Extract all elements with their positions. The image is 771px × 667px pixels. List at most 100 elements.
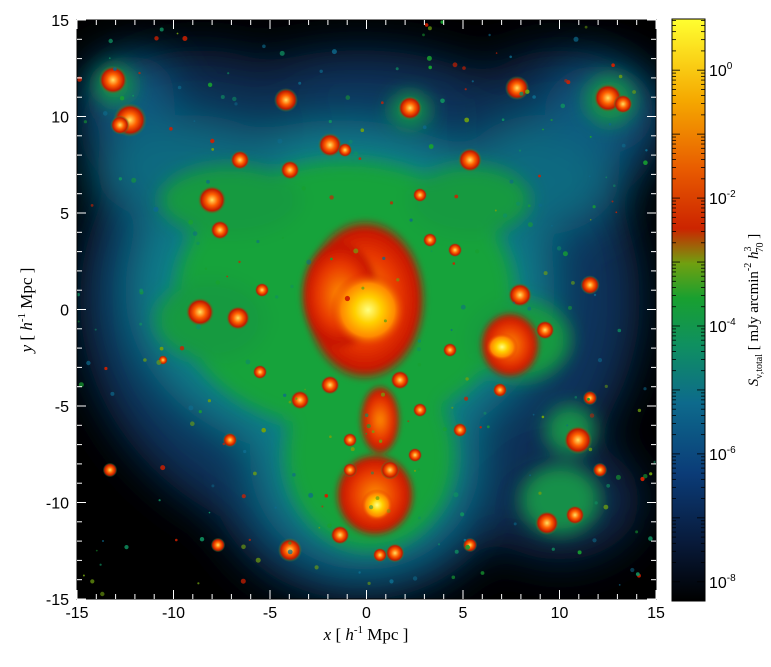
- faint-source: [160, 465, 166, 471]
- faint-source: [383, 319, 387, 323]
- faint-source: [630, 567, 635, 573]
- emission-map: [77, 20, 656, 599]
- compact-source: [230, 150, 250, 170]
- faint-source: [428, 144, 434, 149]
- faint-source: [348, 139, 353, 144]
- y-tick-label: -10: [46, 496, 69, 513]
- faint-source: [371, 430, 375, 433]
- east-cluster-core: [486, 333, 518, 361]
- faint-source: [412, 576, 418, 581]
- faint-source: [613, 184, 616, 187]
- y-tick-label: 10: [51, 110, 69, 127]
- compact-source: [210, 220, 230, 240]
- faint-source: [440, 20, 444, 24]
- faint-source: [417, 363, 422, 367]
- faint-source: [360, 128, 365, 132]
- faint-source: [177, 85, 182, 90]
- faint-source: [593, 293, 597, 297]
- faint-source: [632, 90, 636, 94]
- faint-source: [594, 501, 598, 505]
- faint-source: [588, 175, 591, 178]
- faint-source: [175, 538, 178, 542]
- faint-source: [369, 505, 374, 510]
- faint-source: [95, 549, 98, 552]
- faint-source: [471, 80, 474, 83]
- faint-source: [516, 201, 521, 206]
- faint-source: [525, 89, 530, 94]
- faint-source: [375, 496, 380, 500]
- faint-source: [464, 88, 467, 91]
- x-tick-label: -5: [263, 605, 277, 622]
- faint-source: [653, 460, 656, 464]
- faint-source: [571, 281, 575, 285]
- faint-source: [589, 218, 592, 221]
- faint-source: [328, 119, 332, 124]
- faint-source: [618, 74, 623, 79]
- compact-source: [407, 447, 423, 463]
- compact-source: [372, 547, 388, 563]
- faint-source: [253, 471, 257, 476]
- x-tick-label: -15: [65, 605, 88, 622]
- faint-source: [279, 50, 285, 56]
- faint-source: [417, 339, 421, 343]
- compact-source: [458, 148, 482, 172]
- compact-source: [290, 390, 310, 410]
- faint-source: [440, 98, 445, 104]
- faint-source: [519, 91, 524, 96]
- faint-source: [153, 206, 159, 212]
- faint-source: [367, 581, 371, 586]
- faint-source: [169, 127, 173, 131]
- faint-source: [358, 157, 362, 161]
- faint-source: [199, 537, 205, 542]
- compact-source: [580, 275, 600, 295]
- colorbar-tick-label: 10-8: [709, 573, 736, 592]
- faint-source: [274, 506, 277, 509]
- faint-source: [211, 148, 215, 151]
- faint-source: [222, 442, 226, 446]
- faint-source: [381, 392, 385, 397]
- faint-source: [83, 120, 87, 124]
- faint-source: [275, 295, 279, 299]
- faint-source: [603, 504, 609, 510]
- faint-source: [245, 359, 251, 365]
- faint-source: [243, 449, 247, 454]
- faint-source: [100, 591, 105, 597]
- x-axis-title: x [ h-1 Mpc ]: [323, 624, 409, 644]
- faint-source: [241, 494, 246, 499]
- faint-source: [615, 211, 618, 214]
- y-tick-labels: 15 10 5 0 -5 -10 -15: [46, 13, 69, 609]
- compact-source: [222, 432, 238, 448]
- faint-source: [418, 516, 421, 520]
- faint-source: [324, 494, 329, 498]
- compact-source: [535, 511, 559, 535]
- faint-source: [494, 209, 497, 212]
- colorbar-tick-label: 10-4: [709, 317, 736, 336]
- faint-source: [90, 579, 95, 584]
- faint-source: [139, 322, 143, 326]
- faint-source: [382, 256, 386, 260]
- faint-source: [306, 259, 312, 265]
- faint-source: [102, 540, 104, 542]
- compact-source: [226, 306, 250, 330]
- faint-source: [486, 425, 490, 429]
- compact-source: [274, 88, 298, 112]
- compact-source: [254, 282, 270, 298]
- faint-source: [592, 205, 596, 209]
- faint-source: [518, 149, 522, 152]
- faint-source: [574, 396, 578, 399]
- faint-source: [154, 36, 159, 41]
- compact-source: [563, 425, 593, 455]
- faint-source: [551, 547, 555, 551]
- faint-source: [193, 120, 196, 122]
- compact-source: [337, 142, 353, 158]
- faint-source: [618, 584, 621, 586]
- faint-source: [99, 563, 102, 566]
- faint-source: [637, 408, 642, 413]
- faint-source: [416, 347, 421, 352]
- faint-source: [422, 33, 425, 37]
- compact-source: [422, 232, 438, 248]
- faint-source: [480, 571, 485, 575]
- faint-source: [542, 128, 544, 131]
- faint-source: [298, 81, 302, 85]
